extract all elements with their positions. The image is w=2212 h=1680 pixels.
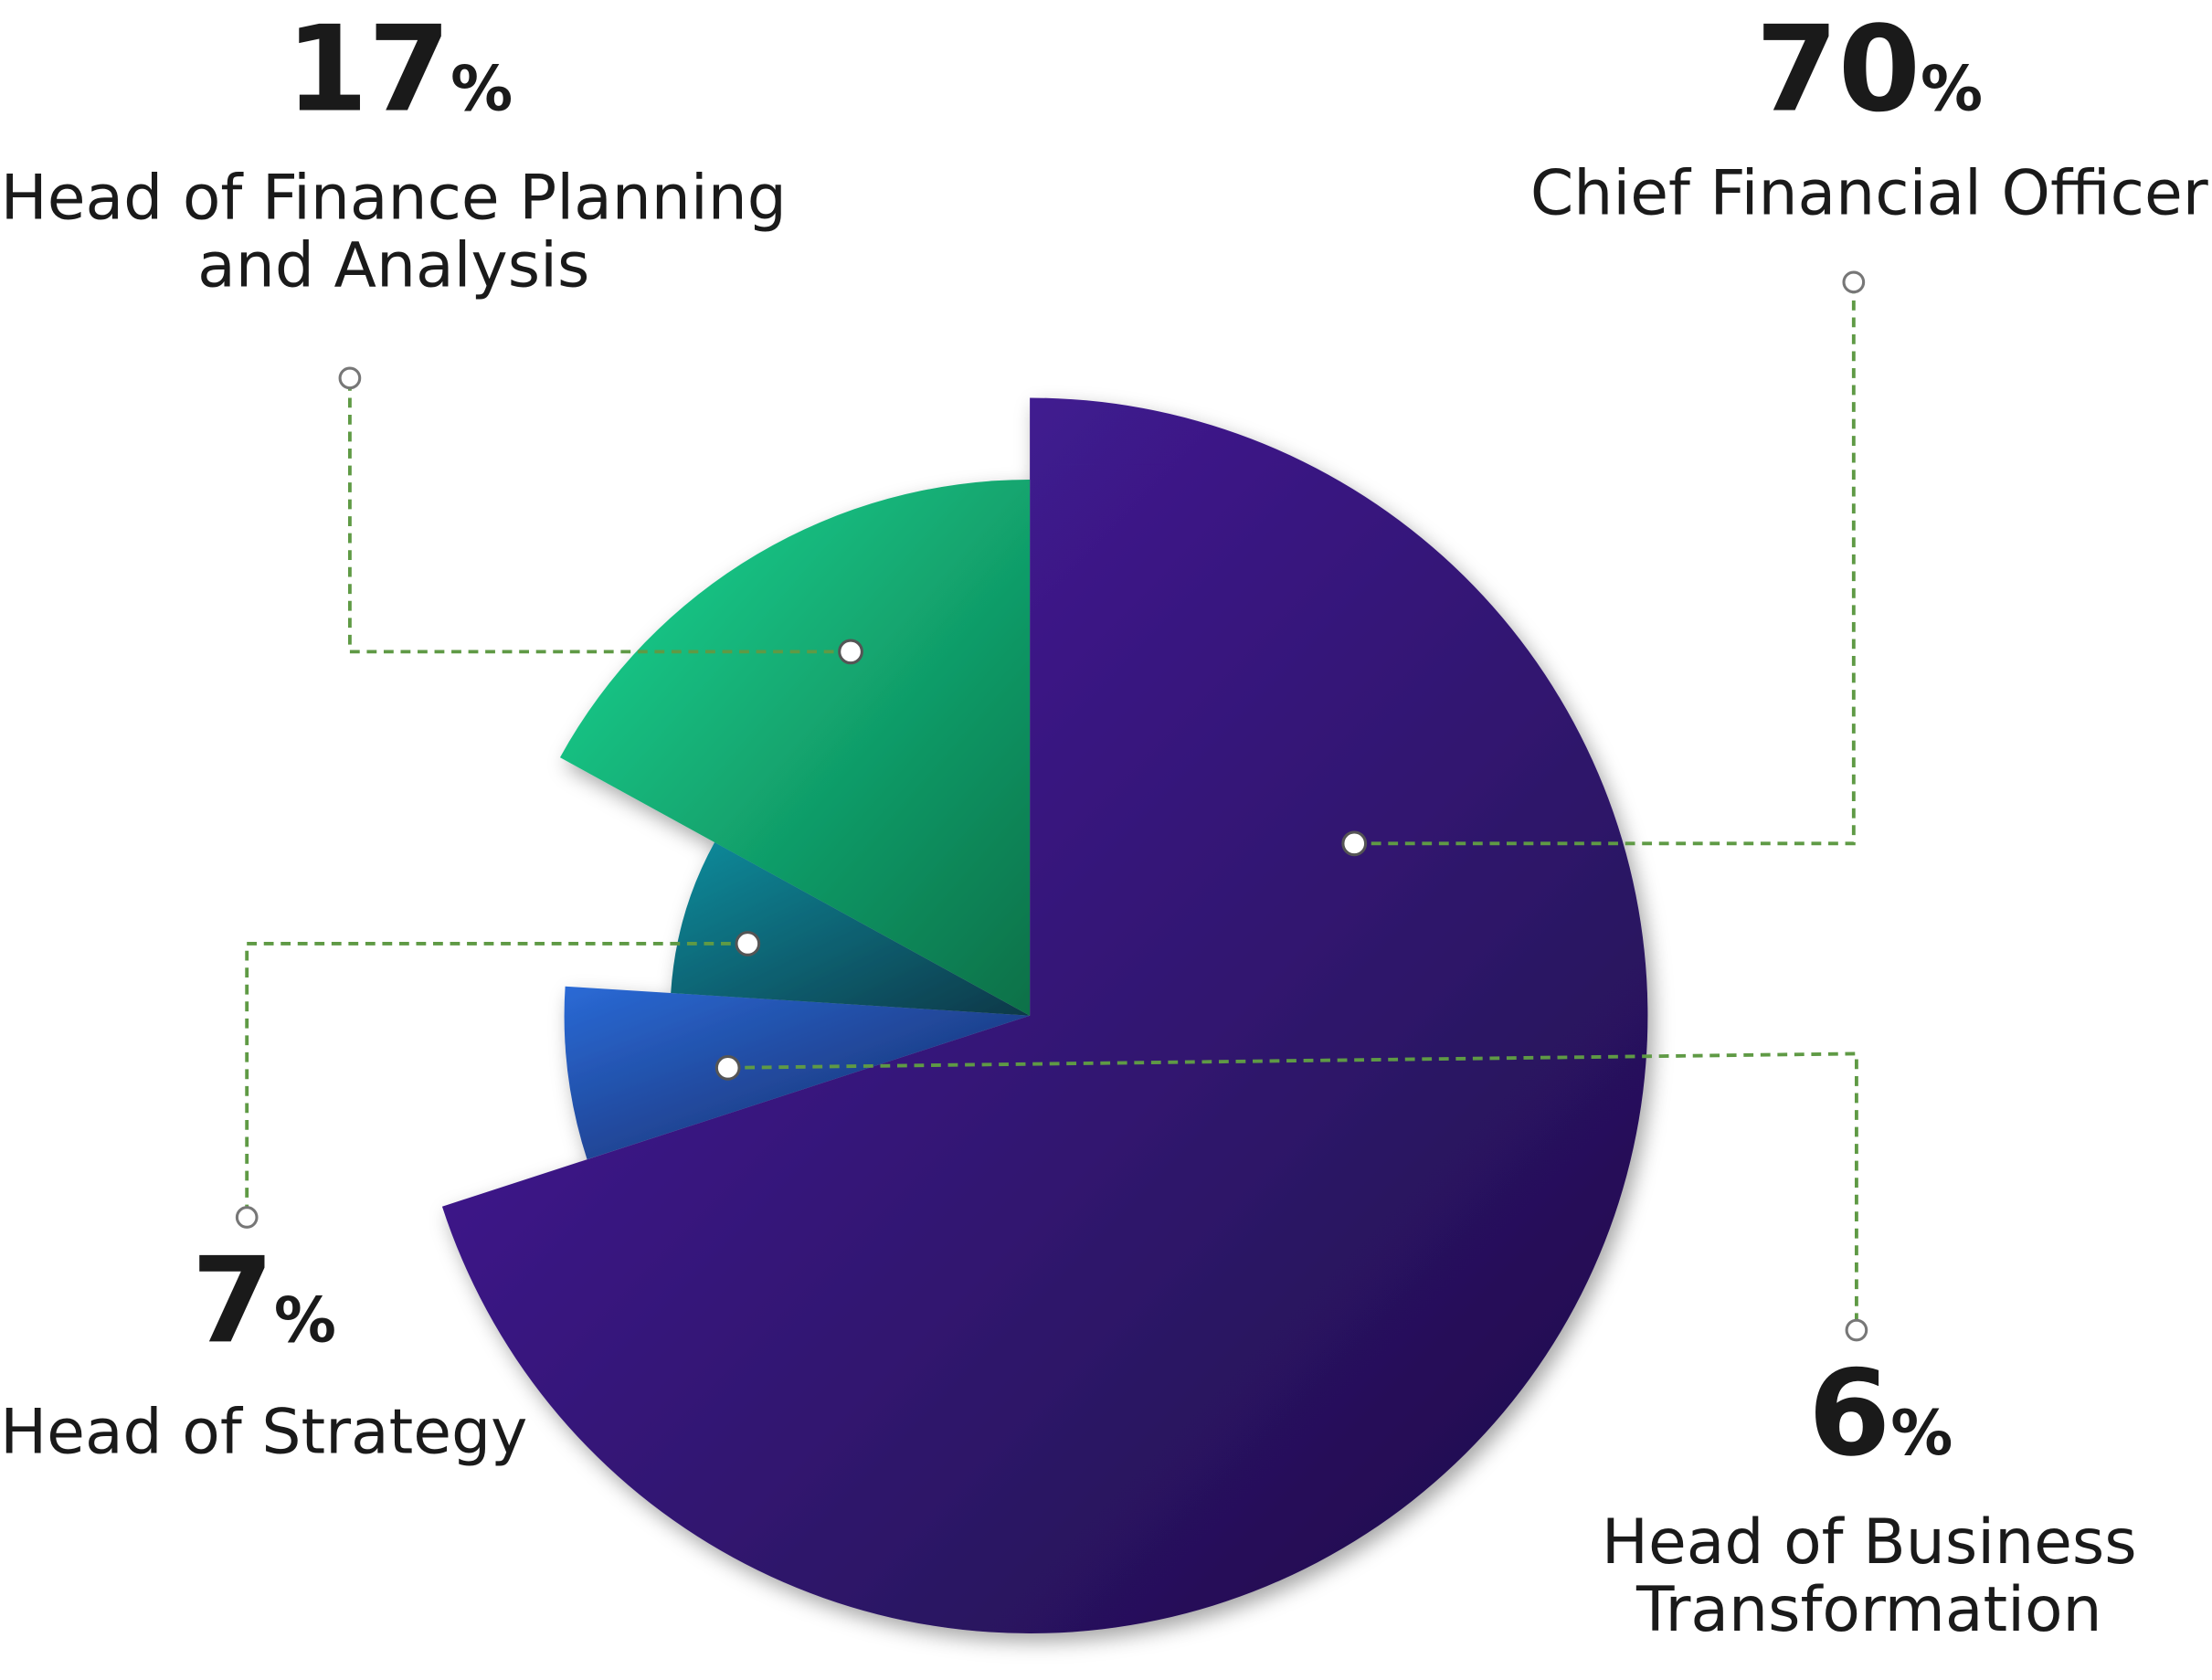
leader-end (1842, 270, 1866, 294)
leader-line (245, 942, 748, 1218)
leader-dot (1341, 830, 1368, 857)
leader-line (1354, 281, 1856, 846)
leader-end (235, 1206, 259, 1229)
value-label: 70% (1756, 0, 1984, 138)
pie-slice (441, 397, 1648, 1634)
category-label: Head of Finance Planning and Analysis (1, 162, 787, 301)
pie (441, 397, 1648, 1634)
leader-line (727, 1051, 1858, 1331)
leader-dot (838, 639, 863, 665)
labels: 70% Chief Financial Officer 6% Head of Busi… (0, 0, 2208, 1645)
leader-line (347, 377, 852, 654)
category-label: Head of Strategy (0, 1396, 527, 1468)
category-label: Chief Financial Officer (1530, 158, 2208, 230)
value-label: 17% (286, 0, 513, 138)
value-label: 7% (192, 1231, 336, 1369)
leader-end (1845, 1318, 1868, 1342)
value-label: 6% (1808, 1345, 1953, 1483)
leader-dot (714, 1054, 741, 1081)
category-label: Head of Business Transformation (1602, 1506, 2137, 1646)
leader-end (338, 366, 362, 390)
pie-slice (564, 986, 1031, 1160)
pie-slice (559, 480, 1031, 1016)
leader-dot (735, 931, 761, 956)
pie-slice (671, 842, 1031, 1016)
